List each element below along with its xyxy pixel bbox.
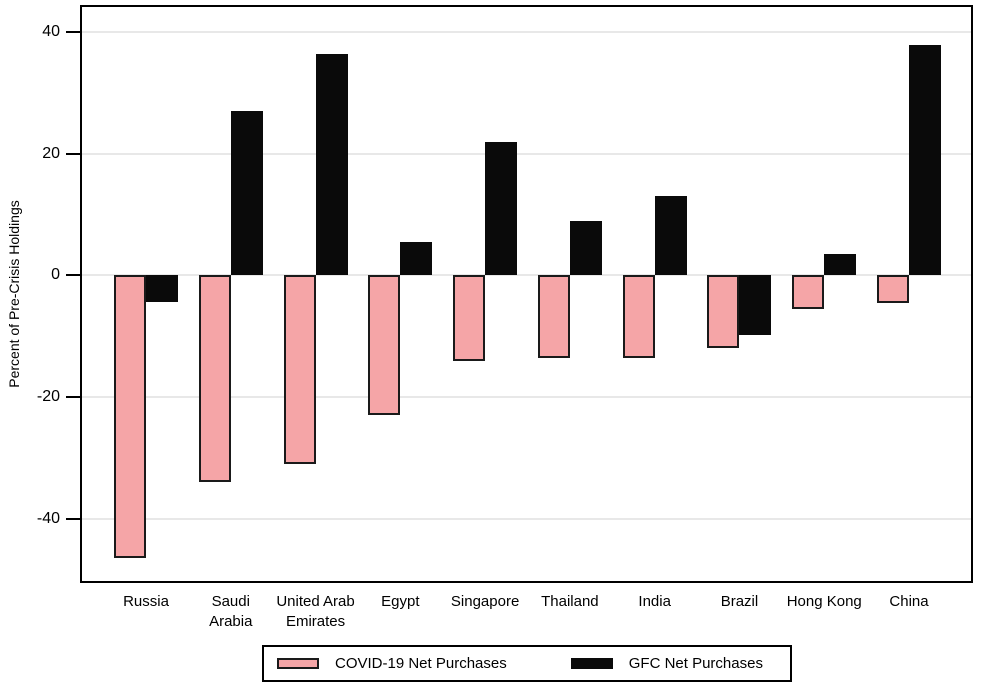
bar-covid-china bbox=[877, 275, 910, 303]
bar-gfc-united-arab-emirates bbox=[315, 53, 348, 276]
gridline-20 bbox=[82, 152, 971, 155]
bar-covid-russia bbox=[114, 275, 146, 559]
y-tick-20 bbox=[66, 152, 80, 155]
gridline--40 bbox=[82, 517, 971, 520]
legend-entry-gfc: GFC Net Purchases bbox=[570, 655, 763, 672]
gfc-swatch-icon bbox=[570, 658, 613, 669]
y-axis-title: Percent of Pre-Crisis Holdings bbox=[6, 200, 22, 388]
bar-gfc-thailand bbox=[569, 220, 602, 276]
bar-covid-egypt bbox=[368, 275, 401, 416]
bar-covid-hong-kong bbox=[792, 275, 825, 309]
bar-covid-india bbox=[622, 275, 655, 358]
bar-gfc-russia bbox=[146, 275, 178, 302]
y-tick-label--20: -20 bbox=[36, 388, 60, 406]
bar-gfc-singapore bbox=[485, 141, 518, 276]
bar-gfc-hong-kong bbox=[824, 254, 857, 276]
y-tick--20 bbox=[66, 396, 80, 399]
x-label-singapore: Singapore bbox=[450, 593, 520, 610]
y-tick-label-0: 0 bbox=[51, 266, 60, 284]
y-tick-label-40: 40 bbox=[42, 23, 60, 41]
y-tick--40 bbox=[66, 517, 80, 520]
x-label-russia: Russia bbox=[123, 593, 169, 610]
x-label-saudi-arabia: Saudi Arabia bbox=[209, 593, 253, 630]
gfc-legend-label: GFC Net Purchases bbox=[628, 655, 763, 672]
bar-gfc-china bbox=[909, 44, 942, 276]
legend: COVID-19 Net Purchases GFC Net Purchases bbox=[262, 645, 792, 682]
gridline--20 bbox=[82, 396, 971, 399]
bar-covid-brazil bbox=[707, 275, 740, 349]
bar-covid-united-arab-emirates bbox=[283, 275, 316, 464]
x-label-china: China bbox=[889, 593, 929, 610]
x-label-thailand: Thailand bbox=[541, 593, 599, 610]
covid-swatch-icon bbox=[277, 658, 319, 669]
gridline-40 bbox=[82, 31, 971, 34]
bar-covid-saudi-arabia bbox=[198, 275, 231, 483]
x-label-united-arab-emirates: United Arab Emirates bbox=[276, 593, 355, 630]
x-label-india: India bbox=[638, 593, 671, 610]
bar-gfc-egypt bbox=[400, 242, 433, 276]
y-tick-40 bbox=[66, 31, 80, 34]
covid-legend-label: COVID-19 Net Purchases bbox=[335, 655, 507, 672]
y-tick-label--40: -40 bbox=[36, 509, 60, 527]
x-label-brazil: Brazil bbox=[720, 593, 759, 610]
x-label-egypt: Egypt bbox=[381, 593, 420, 610]
bar-gfc-india bbox=[654, 196, 687, 276]
bar-covid-thailand bbox=[537, 275, 570, 358]
bar-covid-singapore bbox=[453, 275, 486, 361]
y-tick-0 bbox=[66, 274, 80, 277]
x-label-hong-kong: Hong Kong bbox=[786, 593, 862, 610]
gridline-0 bbox=[82, 274, 971, 277]
legend-entry-covid: COVID-19 Net Purchases bbox=[277, 655, 507, 672]
bar-gfc-saudi-arabia bbox=[230, 111, 263, 276]
y-tick-label-20: 20 bbox=[42, 144, 60, 162]
bar-gfc-brazil bbox=[739, 275, 772, 336]
